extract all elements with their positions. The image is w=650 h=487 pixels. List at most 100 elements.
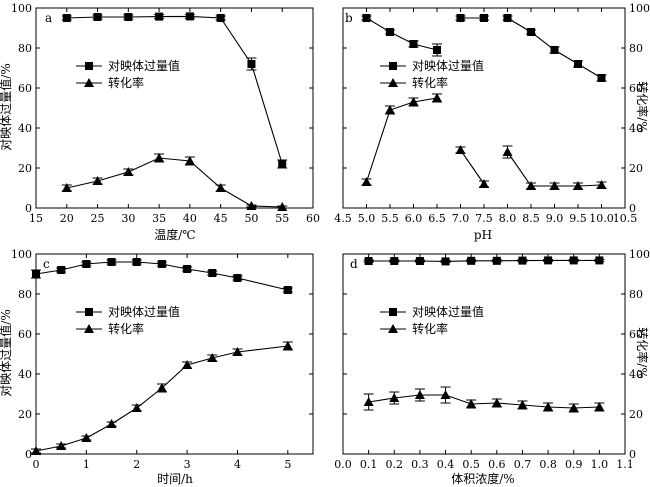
- legend-marker: [388, 324, 398, 333]
- y-tick-label-left: 80: [18, 288, 32, 301]
- data-point: [596, 180, 607, 189]
- data-point: [183, 265, 192, 273]
- y-tick-label-right: 100: [629, 2, 650, 15]
- x-tick-label: 25: [91, 212, 105, 225]
- legend-marker: [389, 62, 397, 70]
- data-point: [467, 256, 476, 265]
- data-point: [283, 286, 292, 294]
- legend-label: 对映体过量值: [108, 58, 180, 73]
- x-tick-label: 40: [183, 212, 197, 225]
- data-point: [408, 97, 419, 106]
- data-point: [594, 402, 605, 411]
- data-point: [182, 360, 193, 369]
- data-point: [568, 403, 579, 412]
- data-point: [455, 145, 466, 154]
- data-point: [157, 260, 166, 268]
- data-point: [409, 40, 418, 48]
- series-conversion: [31, 341, 293, 455]
- data-point: [277, 202, 288, 211]
- data-point: [81, 433, 92, 442]
- series-line: [366, 17, 438, 51]
- x-tick-label: 7.0: [452, 212, 470, 225]
- series-line: [365, 97, 438, 183]
- panel-label-a: a: [45, 11, 52, 25]
- panel-b: b pH 转化率/% 4.5 5.0 5.5 6.0 6.5 7.0 7.5 8.0 8.5 9.…: [334, 2, 650, 242]
- data-point: [385, 105, 395, 114]
- data-point: [527, 28, 535, 36]
- x-tick-label: 35: [152, 212, 166, 225]
- y-tick-label-right: 80: [629, 288, 643, 301]
- data-point: [364, 257, 373, 265]
- data-point: [502, 147, 513, 156]
- x-tick-label: 10.5: [613, 212, 638, 225]
- legend-label: 对映体过量值: [108, 304, 180, 319]
- x-tick-label: 45: [214, 212, 228, 225]
- data-point: [154, 153, 165, 162]
- x-tick-label: 1: [83, 458, 90, 471]
- x-tick-label: 0.7: [514, 458, 532, 471]
- x-tick-label: 2: [133, 458, 140, 471]
- x-tick-label: 0.2: [386, 458, 404, 471]
- data-point: [32, 270, 40, 278]
- data-point: [93, 13, 102, 21]
- data-point: [185, 12, 194, 21]
- y-tick-label-right: 60: [629, 82, 643, 95]
- plot-frame: [342, 7, 626, 209]
- data-point: [124, 13, 133, 21]
- x-tick-label: 20: [60, 212, 74, 225]
- data-point: [456, 14, 465, 22]
- x-tick-label: 0.0: [334, 458, 352, 471]
- series-conversion: [361, 93, 607, 190]
- data-point: [390, 257, 399, 265]
- data-point: [282, 341, 293, 350]
- data-point: [232, 347, 243, 356]
- data-point: [414, 390, 425, 399]
- y-axis-label-right-d: 转化率/%: [635, 327, 650, 378]
- x-tick-label: 10.0: [589, 212, 614, 225]
- data-point: [57, 266, 66, 274]
- data-point: [543, 402, 554, 411]
- data-point: [433, 46, 441, 54]
- x-axis-label-c: 时间/h: [157, 472, 193, 486]
- data-point: [61, 183, 72, 192]
- legend-marker: [84, 78, 94, 87]
- data-point: [432, 93, 442, 102]
- panel-d: d 体积浓度/% 转化率/% 0.0 0.1 0.2 0.3 0.4 0.5 0.6 0.7 0…: [334, 248, 650, 486]
- data-point: [386, 28, 394, 36]
- data-point: [107, 258, 116, 266]
- legend-label: 对映体过量值: [412, 58, 484, 73]
- y-tick-label-right: 60: [629, 328, 643, 341]
- y-tick-label-left: 40: [18, 122, 32, 135]
- data-point: [517, 400, 528, 409]
- data-point: [569, 256, 578, 265]
- x-tick-label: 5: [284, 458, 291, 471]
- data-point: [233, 274, 242, 282]
- x-tick-label: 0.9: [565, 458, 583, 471]
- x-tick-label: 50: [244, 212, 258, 225]
- y-tick-label-left: 0: [25, 202, 32, 215]
- data-point: [492, 256, 501, 265]
- series-line: [368, 394, 600, 409]
- x-tick-label: 1.0: [591, 458, 609, 471]
- data-point: [278, 160, 287, 168]
- series-ee: [31, 258, 293, 294]
- data-point: [415, 257, 424, 265]
- plot-frame: [35, 7, 314, 209]
- y-tick-label-left: 60: [18, 82, 32, 95]
- data-point: [246, 201, 257, 210]
- data-point: [441, 257, 450, 266]
- x-tick-label: 0.3: [411, 458, 429, 471]
- series-line: [460, 149, 485, 185]
- data-point: [597, 74, 606, 82]
- plot-frame: [342, 253, 626, 455]
- x-tick-label: 0: [33, 458, 40, 471]
- series-ee: [61, 12, 288, 169]
- y-tick-label-right: 20: [629, 408, 643, 421]
- panel-label-b: b: [345, 11, 353, 25]
- y-tick-label-left: 40: [18, 368, 32, 381]
- series-line: [35, 261, 288, 291]
- legend-label: 转化率: [412, 321, 448, 336]
